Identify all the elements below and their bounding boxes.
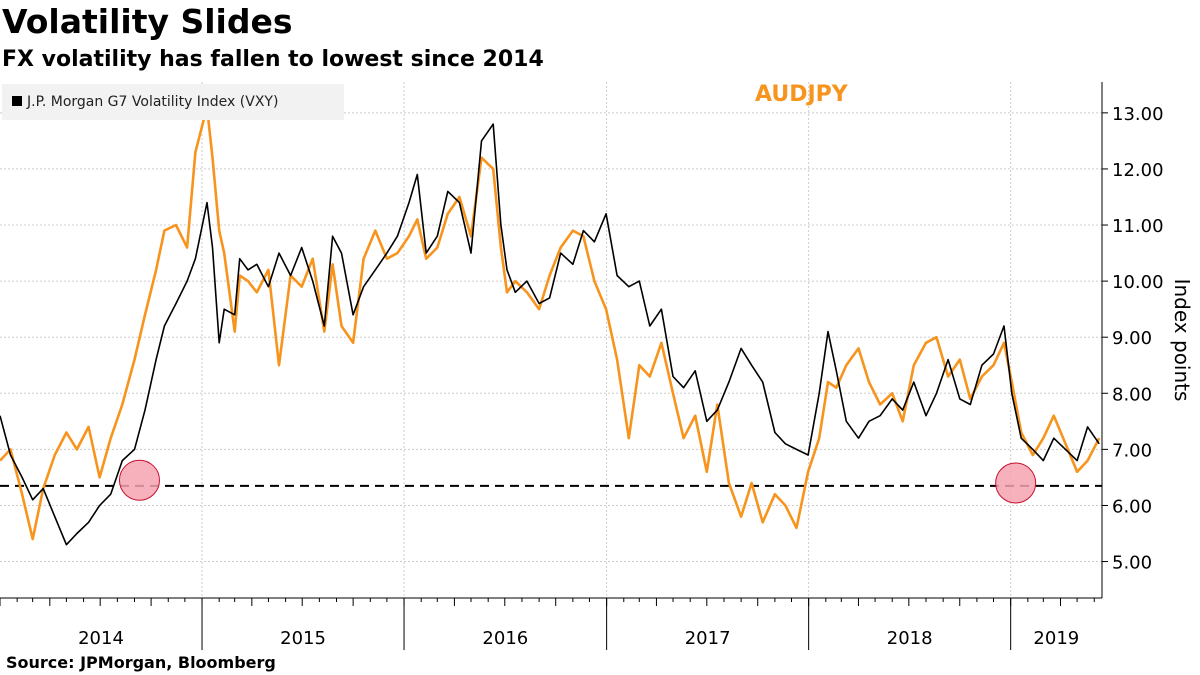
chart-subtitle: FX volatility has fallen to lowest since…: [2, 47, 544, 72]
y-tick-label: 7.00: [1112, 440, 1152, 461]
y-tick-label: 12.00: [1112, 160, 1164, 181]
gridlines: [0, 82, 1102, 598]
x-tick-label: 2017: [685, 628, 731, 649]
legend-label-vxy: J.P. Morgan G7 Volatility Index (VXY): [26, 94, 278, 110]
audjpy-line: [0, 105, 1101, 541]
highlight-markers: [118, 459, 1037, 504]
highlight-circle: [118, 459, 160, 501]
y-tick-label: 8.00: [1112, 384, 1152, 405]
x-tick-label: 2019: [1033, 628, 1079, 649]
x-tick-label: 2018: [887, 628, 933, 649]
vxy-line: [0, 123, 1100, 546]
x-axis-ticks: [0, 598, 1095, 650]
highlight-circle: [995, 462, 1037, 504]
y-tick-label: 5.00: [1112, 553, 1152, 574]
x-axis-tick-labels: 2014 2015 2016 2017 2018 2019: [78, 628, 1079, 649]
x-tick-label: 2015: [280, 628, 326, 649]
y-tick-label: 10.00: [1112, 272, 1164, 293]
y-tick-label: 11.00: [1112, 216, 1164, 237]
y-tick-label: 6.00: [1112, 496, 1152, 517]
legend-background: [2, 84, 344, 120]
legend-swatch-vxy: [12, 96, 22, 106]
x-tick-label: 2014: [78, 628, 124, 649]
y-axis-tick-labels: 5.00 6.00 7.00 8.00 9.00 10.00 11.00 12.00 13.00: [0, 82, 1164, 599]
series-lines: [0, 105, 1101, 546]
y-axis-label: Index points: [1170, 279, 1194, 402]
source-note: Source: JPMorgan, Bloomberg: [6, 653, 276, 672]
y-tick-label: 9.00: [1112, 328, 1152, 349]
x-tick-label: 2016: [482, 628, 528, 649]
audjpy-annotation: AUDJPY: [755, 82, 849, 107]
legend: J.P. Morgan G7 Volatility Index (VXY): [2, 84, 344, 120]
y-tick-label: 13.00: [1112, 104, 1164, 125]
chart-title: Volatility Slides: [2, 2, 293, 41]
